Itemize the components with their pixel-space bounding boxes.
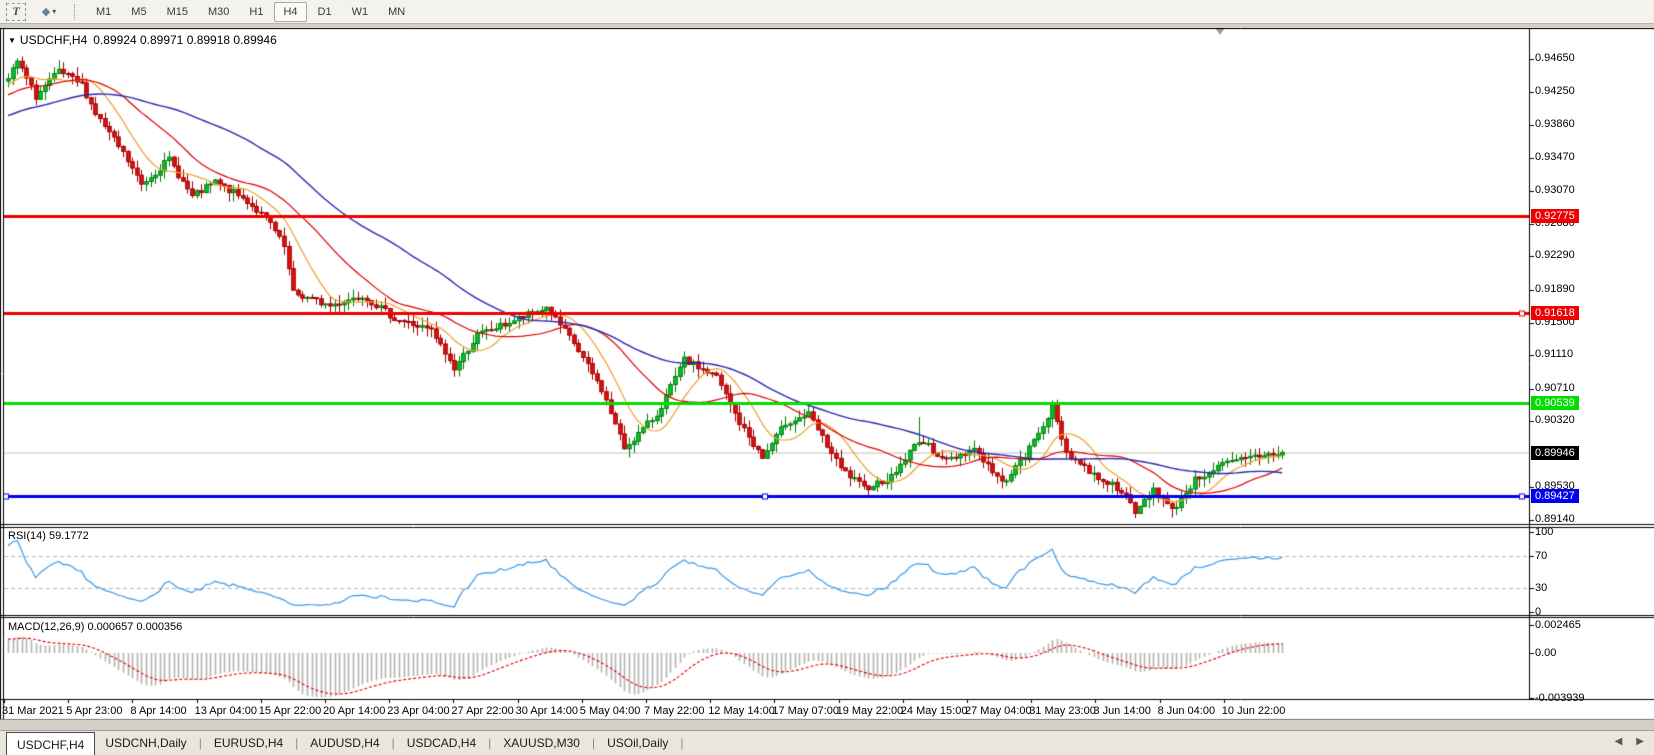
chart-tab-usdcad-h4[interactable]: USDCAD,H4 [406, 736, 477, 750]
price-level-label: 0.89427 [1531, 488, 1579, 503]
price-axis-tick-label: 0.91110 [1535, 348, 1574, 361]
time-axis-label: 7 May 22:00 [644, 705, 705, 717]
chart-tab-xauusd-m30[interactable]: XAUUSD,M30 [503, 736, 580, 750]
time-axis-label: 24 May 15:00 [900, 705, 968, 717]
price-axis-tick-label: 0.93470 [1535, 150, 1575, 163]
price-axis-tick-label: 0.93860 [1535, 118, 1575, 131]
chart-tab-usdchf-h4[interactable]: USDCHF,H4 [6, 732, 96, 755]
timeframe-button-d1[interactable]: D1 [309, 2, 341, 22]
price-axis-tick-label: 0.90710 [1535, 381, 1575, 394]
text-tool-button[interactable]: T [6, 2, 26, 21]
chart-tab-eurusd-h4[interactable]: EURUSD,H4 [213, 736, 284, 750]
tab-separator: | [488, 736, 492, 750]
timeframe-button-w1[interactable]: W1 [343, 2, 378, 22]
time-axis-label: 23 Apr 04:00 [387, 705, 450, 717]
rsi-scale-label: 70 [1535, 550, 1548, 562]
timeframe-button-m15[interactable]: M15 [158, 2, 197, 22]
chevron-down-icon: ▾ [52, 7, 57, 16]
time-axis-label: 31 Mar 2021 [2, 705, 64, 717]
price-axis-tick-label: 0.93070 [1535, 184, 1575, 197]
symbol-dropdown-icon[interactable]: ▼ [8, 36, 16, 45]
timeframe-button-m1[interactable]: M1 [87, 2, 120, 22]
tab-separator: | [295, 736, 299, 750]
time-axis-label: 20 Apr 14:00 [323, 705, 386, 717]
rsi-scale-label: 100 [1535, 526, 1554, 538]
macd-indicator-label: MACD(12,26,9) 0.000657 0.000356 [8, 621, 183, 633]
time-axis-label: 17 May 07:00 [772, 705, 840, 717]
tabs-scroll-right-icon[interactable]: ▶ [1636, 736, 1644, 747]
timeframe-button-mn[interactable]: MN [379, 2, 414, 22]
top-toolbar: T ◆ ▾ M1 M5 M15 M30 H1 H4 D1 W1 MN [0, 0, 1654, 24]
time-axis-label: 5 May 04:00 [579, 705, 641, 717]
rsi-scale-label: 30 [1535, 582, 1548, 594]
time-axis-label: 8 Jun 04:00 [1157, 705, 1216, 717]
timeframe-button-h1[interactable]: H1 [240, 2, 272, 22]
timeframe-toolbar: M1 M5 M15 M30 H1 H4 D1 W1 MN [87, 1, 414, 22]
chart-symbol-title: USDCHF,H4 [19, 33, 88, 47]
price-level-label: 0.92775 [1531, 208, 1579, 223]
toolbar-grip[interactable] [74, 3, 79, 20]
chart-tab-bar: USDCHF,H4 USDCNH,Daily | EURUSD,H4 | AUDUSD,H… [0, 730, 1654, 755]
macd-scale-label: 0.002465 [1535, 619, 1581, 631]
time-axis-label: 15 Apr 22:00 [258, 705, 322, 717]
time-axis-label: 19 May 22:00 [836, 705, 904, 717]
chart-tab-audusd-h4[interactable]: AUDUSD,H4 [310, 736, 380, 750]
timeframe-button-m30[interactable]: M30 [199, 2, 238, 22]
styles-icon: ◆ [41, 6, 51, 18]
time-axis-label: 5 Apr 23:00 [66, 705, 123, 717]
time-axis-label: 13 Apr 04:00 [194, 705, 257, 717]
timeframe-button-h4[interactable]: H4 [274, 1, 307, 22]
price-axis-tick-label: 0.94250 [1535, 85, 1575, 98]
time-axis-label: 12 May 14:00 [708, 705, 775, 717]
timeframe-button-m5[interactable]: M5 [122, 2, 155, 22]
chart-tab-usoil-daily[interactable]: USOil,Daily [607, 736, 669, 750]
chart-header: ▼ USDCHF,H4 0.89924 0.89971 0.89918 0.8994… [8, 33, 277, 47]
price-axis-tick-label: 0.91890 [1535, 282, 1575, 295]
chart-tab-usdcnh-daily[interactable]: USDCNH,Daily [105, 736, 187, 750]
time-axis-label: 8 Apr 14:00 [130, 705, 187, 717]
object-styles-button[interactable]: ◆ ▾ [34, 3, 64, 21]
rsi-indicator-label: RSI(14) 59.1772 [8, 530, 89, 542]
chart-ohlc-values: 0.89924 0.89971 0.89918 0.89946 [93, 33, 277, 47]
tab-separator: | [198, 736, 202, 750]
tab-separator: | [680, 736, 684, 750]
price-axis-tick-label: 0.92290 [1535, 249, 1575, 262]
time-axis-label: 3 Jun 14:00 [1093, 705, 1151, 717]
current-price-label: 0.89946 [1531, 445, 1579, 460]
price-axis-tick-label: 0.94650 [1535, 52, 1575, 64]
price-axis-tick-label: 0.90320 [1535, 414, 1575, 427]
time-axis-label: 27 Apr 22:00 [451, 705, 514, 717]
price-level-label: 0.90539 [1531, 395, 1579, 410]
price-level-label: 0.91618 [1531, 305, 1579, 320]
time-axis-label: 30 Apr 14:00 [515, 705, 578, 717]
tab-separator: | [591, 736, 596, 750]
rsi-scale-label: 0 [1535, 606, 1542, 618]
tab-separator: | [391, 736, 395, 750]
macd-scale-label: 0.00 [1535, 647, 1557, 659]
price-axis-tick-label: 0.89140 [1535, 513, 1575, 525]
time-axis-label: 10 Jun 22:00 [1221, 705, 1286, 717]
tabs-scroll-left-icon[interactable]: ◀ [1614, 736, 1623, 747]
chart-tabs: USDCHF,H4 USDCNH,Daily | EURUSD,H4 | AUDUSD,H… [0, 731, 686, 755]
macd-scale-label: -0.003939 [1535, 691, 1585, 704]
time-axis-label: 31 May 23:00 [1029, 705, 1096, 717]
time-axis-label: 27 May 04:00 [965, 705, 1032, 717]
tab-scroll-arrows: ◀ ▶ [1615, 736, 1644, 747]
chart-canvas[interactable] [0, 28, 1654, 720]
chart-window: ▼ USDCHF,H4 0.89924 0.89971 0.89918 0.8994… [0, 28, 1654, 720]
